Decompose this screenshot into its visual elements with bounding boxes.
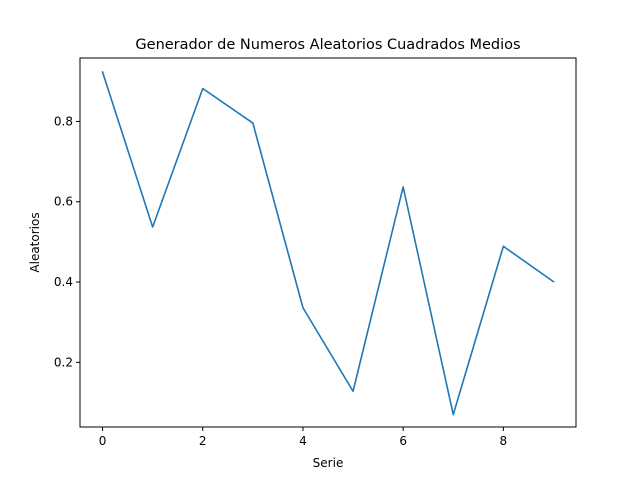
axes-frame [79, 57, 577, 428]
plot-background [80, 58, 576, 427]
y-tick-label: 0.8 [54, 114, 73, 128]
x-tick-label: 8 [500, 434, 508, 448]
series-line [101, 71, 555, 416]
series-layer [101, 71, 555, 416]
y-tick-label: 0.4 [54, 275, 73, 289]
y-axis-label: Aleatorios [28, 212, 42, 272]
x-axis: 0 2 4 6 8 [99, 427, 507, 448]
x-tick-label: 0 [99, 434, 107, 448]
x-tick-label: 4 [299, 434, 307, 448]
y-axis: 0.2 0.4 0.6 0.8 [54, 114, 80, 369]
plot-area [80, 58, 576, 427]
x-axis-label: Serie [313, 456, 344, 470]
chart-title: Generador de Numeros Aleatorios Cuadrado… [135, 37, 520, 53]
y-tick-label: 0.2 [54, 355, 73, 369]
x-tick-label: 2 [199, 434, 207, 448]
y-tick-label: 0.6 [54, 195, 73, 209]
x-tick-label: 6 [399, 434, 407, 448]
